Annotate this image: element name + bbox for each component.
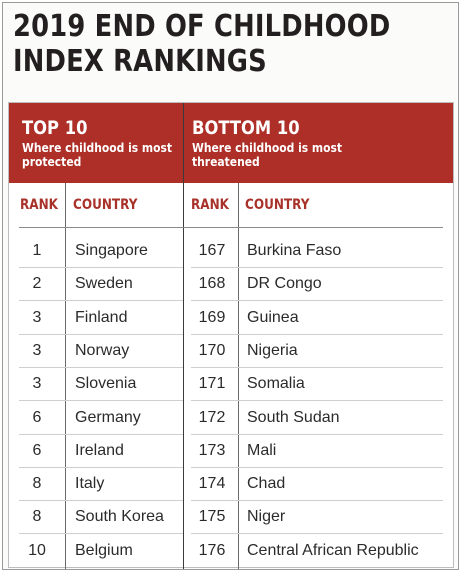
bottom-rank-cell: 171 bbox=[198, 375, 226, 393]
table-row: 6 Ireland 173 Mali bbox=[9, 434, 453, 468]
top-rank-cell: 1 bbox=[32, 242, 42, 259]
title-line-1: 2019 END OF CHILDHOOD bbox=[13, 9, 391, 44]
bottom-country-cell: South Sudan bbox=[247, 408, 340, 426]
bottom-rank-cell: 175 bbox=[198, 508, 226, 526]
table-row: 2 Sweden 168 DR Congo bbox=[9, 267, 453, 302]
row-separator bbox=[19, 466, 183, 468]
top-country-cell: Ireland bbox=[75, 441, 124, 459]
bottom-country-cell: Nigeria bbox=[247, 341, 298, 359]
bottom-10-header: BOTTOM 10 Where childhood is most threat… bbox=[192, 117, 392, 169]
bottom-rank-cell: 176 bbox=[198, 541, 226, 559]
row-separator bbox=[19, 433, 183, 435]
bottom-country-cell: Niger bbox=[247, 508, 286, 526]
page-title: 2019 END OF CHILDHOOD INDEX RANKINGS bbox=[13, 9, 391, 79]
table-row: 3 Norway 170 Nigeria bbox=[9, 334, 453, 368]
bottom-rank-cell: 170 bbox=[198, 341, 226, 359]
bottom-rank-cell: 169 bbox=[198, 308, 226, 326]
bottom-rank-cell: 173 bbox=[198, 441, 226, 459]
row-separator bbox=[19, 300, 183, 302]
left-rank-column-header: RANK bbox=[20, 197, 59, 213]
top-rank-cell: 6 bbox=[32, 441, 42, 459]
top-country-cell: Sweden bbox=[75, 275, 133, 293]
bottom-rank-cell: 167 bbox=[198, 242, 226, 259]
row-separator bbox=[191, 466, 443, 468]
top-rank-cell: 6 bbox=[32, 408, 42, 426]
top-country-cell: Slovenia bbox=[75, 375, 137, 393]
bottom-country-cell: Guinea bbox=[247, 308, 299, 326]
row-separator bbox=[191, 366, 443, 368]
bottom-country-cell: Somalia bbox=[247, 375, 305, 393]
top-country-cell: South Korea bbox=[75, 508, 164, 526]
title-line-2: INDEX RANKINGS bbox=[13, 44, 267, 79]
row-separator bbox=[19, 400, 183, 402]
top-country-cell: Belgium bbox=[75, 541, 133, 559]
bottom-rank-cell: 174 bbox=[198, 475, 226, 493]
top-rank-cell: 3 bbox=[32, 308, 42, 326]
bottom-rank-cell: 168 bbox=[198, 275, 226, 293]
right-column-divider bbox=[238, 183, 239, 569]
row-separator bbox=[19, 500, 183, 502]
row-separator bbox=[19, 333, 183, 335]
top-rank-cell: 8 bbox=[32, 475, 42, 493]
row-separator bbox=[19, 533, 183, 535]
top-rank-cell: 2 bbox=[32, 275, 42, 293]
table-row: 8 South Korea 175 Niger bbox=[9, 500, 453, 535]
bottom-country-cell: Mali bbox=[247, 441, 277, 459]
top-country-cell: Italy bbox=[75, 475, 105, 493]
row-separator bbox=[19, 267, 183, 268]
left-column-divider bbox=[65, 183, 66, 569]
top-country-cell: Finland bbox=[75, 308, 128, 326]
right-rank-column-header: RANK bbox=[191, 197, 230, 213]
top-country-cell: Norway bbox=[75, 341, 130, 359]
bottom-country-cell: Burkina Faso bbox=[247, 242, 342, 259]
bottom-10-heading: BOTTOM 10 bbox=[192, 117, 300, 139]
row-separator bbox=[19, 366, 183, 368]
top-10-heading: TOP 10 bbox=[22, 117, 88, 139]
table-row: 8 Italy 174 Chad bbox=[9, 467, 453, 502]
rankings-table: TOP 10 Where childhood is most protected… bbox=[8, 102, 454, 569]
table-row: 3 Slovenia 171 Somalia bbox=[9, 367, 453, 402]
table-row: 1 Singapore 167 Burkina Faso bbox=[9, 234, 453, 268]
top-rank-cell: 10 bbox=[28, 541, 46, 559]
row-separator bbox=[191, 300, 443, 302]
row-separator bbox=[191, 500, 443, 502]
column-header-rule bbox=[19, 227, 443, 228]
top-10-subheading: Where childhood is most protected bbox=[22, 140, 173, 169]
section-divider bbox=[183, 103, 184, 569]
bottom-10-subheading: Where childhood is most threatened bbox=[192, 140, 343, 169]
top-10-header: TOP 10 Where childhood is most protected bbox=[22, 117, 222, 169]
table-row: 10 Belgium 176 Central African Republic bbox=[9, 534, 453, 567]
row-separator bbox=[191, 433, 443, 435]
top-country-cell: Singapore bbox=[75, 242, 148, 259]
table-row: 3 Finland 169 Guinea bbox=[9, 301, 453, 335]
row-separator bbox=[191, 533, 443, 535]
row-separator bbox=[191, 400, 443, 402]
top-rank-cell: 3 bbox=[32, 341, 42, 359]
bottom-country-cell: DR Congo bbox=[247, 275, 322, 293]
row-separator bbox=[191, 267, 443, 268]
top-rank-cell: 8 bbox=[32, 508, 42, 526]
table-header-band: TOP 10 Where childhood is most protected… bbox=[9, 103, 453, 183]
bottom-country-cell: Central African Republic bbox=[247, 541, 419, 559]
left-country-column-header: COUNTRY bbox=[73, 197, 138, 213]
table-row: 6 Germany 172 South Sudan bbox=[9, 401, 453, 435]
top-rank-cell: 3 bbox=[32, 375, 42, 393]
bottom-rank-cell: 172 bbox=[198, 408, 226, 426]
top-country-cell: Germany bbox=[75, 408, 141, 426]
right-country-column-header: COUNTRY bbox=[245, 197, 310, 213]
row-separator bbox=[191, 333, 443, 335]
bottom-country-cell: Chad bbox=[247, 475, 286, 493]
